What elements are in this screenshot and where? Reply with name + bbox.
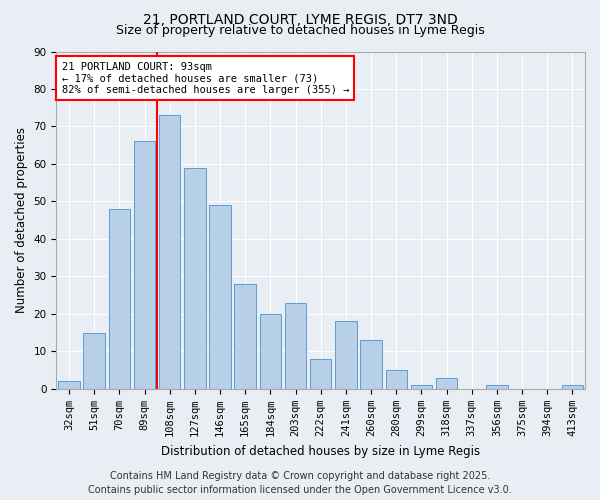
Bar: [436, 378, 457, 389]
Bar: [310, 359, 331, 389]
Bar: [58, 382, 80, 389]
Text: 21, PORTLAND COURT, LYME REGIS, DT7 3ND: 21, PORTLAND COURT, LYME REGIS, DT7 3ND: [143, 12, 457, 26]
Bar: [209, 205, 231, 389]
Bar: [486, 385, 508, 389]
Bar: [361, 340, 382, 389]
Bar: [134, 142, 155, 389]
Bar: [410, 385, 432, 389]
Y-axis label: Number of detached properties: Number of detached properties: [15, 127, 28, 313]
Bar: [260, 314, 281, 389]
Bar: [83, 332, 105, 389]
Text: Size of property relative to detached houses in Lyme Regis: Size of property relative to detached ho…: [116, 24, 484, 37]
Bar: [285, 302, 306, 389]
Bar: [235, 284, 256, 389]
Bar: [159, 115, 181, 389]
Text: Contains HM Land Registry data © Crown copyright and database right 2025.
Contai: Contains HM Land Registry data © Crown c…: [88, 471, 512, 495]
X-axis label: Distribution of detached houses by size in Lyme Regis: Distribution of detached houses by size …: [161, 444, 480, 458]
Bar: [335, 322, 356, 389]
Bar: [386, 370, 407, 389]
Bar: [109, 209, 130, 389]
Bar: [562, 385, 583, 389]
Text: 21 PORTLAND COURT: 93sqm
← 17% of detached houses are smaller (73)
82% of semi-d: 21 PORTLAND COURT: 93sqm ← 17% of detach…: [62, 62, 349, 95]
Bar: [184, 168, 206, 389]
